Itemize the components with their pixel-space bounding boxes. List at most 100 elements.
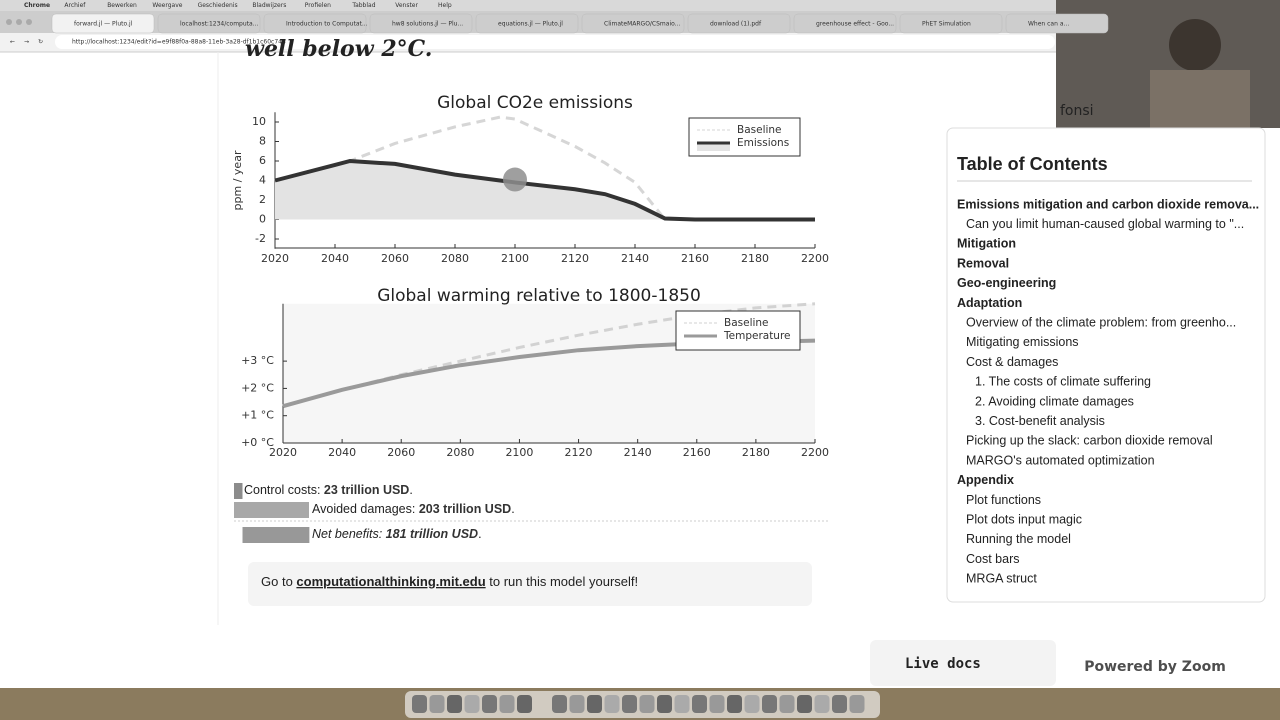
dock-icon[interactable] bbox=[814, 695, 830, 713]
toc-item[interactable]: 3. Cost-benefit analysis bbox=[975, 414, 1105, 428]
dock-icon[interactable] bbox=[587, 695, 602, 713]
toc-item[interactable]: Removal bbox=[957, 256, 1009, 270]
tab-title[interactable]: When can a... bbox=[1028, 21, 1069, 28]
toc-item[interactable]: Cost & damages bbox=[966, 355, 1058, 369]
tab[interactable] bbox=[263, 13, 367, 34]
url-text[interactable]: http://localhost:1234/edit?id=e9f88f0a-8… bbox=[72, 39, 286, 46]
toc-item[interactable]: Geo-engineering bbox=[957, 276, 1056, 290]
y-tick-label: 0 bbox=[259, 213, 266, 226]
toc-item[interactable]: Mitigation bbox=[957, 237, 1016, 251]
toc-item[interactable]: Emissions mitigation and carbon dioxide … bbox=[957, 197, 1259, 211]
toc-item[interactable]: Appendix bbox=[957, 473, 1014, 487]
tab[interactable] bbox=[793, 13, 897, 34]
menu-item[interactable]: Geschiedenis bbox=[198, 2, 238, 9]
tab-title[interactable]: forward.jl — Pluto.jl bbox=[74, 21, 133, 28]
menu-item[interactable]: Bewerken bbox=[107, 2, 137, 9]
tab-title[interactable]: ClimateMARGO/CSmaio... bbox=[604, 21, 680, 28]
dock-icon[interactable] bbox=[657, 695, 672, 713]
tab-title[interactable]: greenhouse effect - Goo... bbox=[816, 21, 894, 28]
x-tick-label: 2160 bbox=[683, 446, 711, 459]
toc-item[interactable]: MARGO's automated optimization bbox=[966, 453, 1155, 467]
tab-title[interactable]: download (1).pdf bbox=[710, 21, 762, 28]
window-button[interactable] bbox=[16, 19, 22, 25]
menu-item[interactable]: Venster bbox=[395, 2, 418, 9]
url-field[interactable] bbox=[55, 35, 1055, 49]
tab[interactable] bbox=[899, 13, 1003, 34]
dock-icon[interactable] bbox=[779, 695, 795, 713]
menu-item[interactable]: Help bbox=[438, 2, 452, 9]
tab[interactable] bbox=[687, 13, 791, 34]
tab[interactable] bbox=[475, 13, 579, 34]
cost-value: 203 trillion USD bbox=[419, 502, 511, 516]
toc-item[interactable]: Plot dots input magic bbox=[966, 512, 1082, 526]
x-tick-label: 2060 bbox=[387, 446, 415, 459]
dock-icon[interactable] bbox=[482, 695, 497, 713]
dock-icon[interactable] bbox=[797, 695, 812, 713]
dock-icon[interactable] bbox=[447, 695, 462, 713]
toc-item[interactable]: Cost bars bbox=[966, 552, 1020, 566]
toc-item[interactable]: Mitigating emissions bbox=[966, 335, 1079, 349]
participant-name: fonsi bbox=[1060, 103, 1094, 119]
live-docs-panel[interactable] bbox=[870, 640, 1056, 686]
toc-item[interactable]: Running the model bbox=[966, 532, 1071, 546]
menu-item[interactable]: Chrome bbox=[24, 2, 50, 9]
tab[interactable] bbox=[369, 13, 473, 34]
toc-item[interactable]: Adaptation bbox=[957, 296, 1022, 310]
toc-item[interactable]: Overview of the climate problem: from gr… bbox=[966, 315, 1236, 329]
x-tick-label: 2100 bbox=[501, 252, 529, 265]
tab[interactable] bbox=[157, 13, 261, 34]
menu-item[interactable]: Bladwijzers bbox=[252, 2, 286, 9]
dock-icon[interactable] bbox=[569, 695, 585, 713]
dock-icon[interactable] bbox=[639, 695, 655, 713]
dock-icon[interactable] bbox=[674, 695, 690, 713]
toc-item[interactable]: 1. The costs of climate suffering bbox=[975, 375, 1151, 389]
tab[interactable] bbox=[581, 13, 685, 34]
cost-end: . bbox=[511, 502, 514, 516]
cost-end: . bbox=[478, 527, 481, 541]
dock-icon[interactable] bbox=[709, 695, 725, 713]
toc-item[interactable]: MRGA struct bbox=[966, 572, 1037, 586]
y-tick-label: 10 bbox=[252, 115, 266, 128]
toc-item[interactable]: Picking up the slack: carbon dioxide rem… bbox=[966, 434, 1213, 448]
tab-title[interactable]: hw8 solutions.jl — Plu... bbox=[392, 21, 463, 28]
dock-icon[interactable] bbox=[692, 695, 707, 713]
back-button[interactable]: ← bbox=[10, 39, 15, 46]
dock-icon[interactable] bbox=[499, 695, 515, 713]
dock-icon[interactable] bbox=[727, 695, 742, 713]
dock-icon[interactable] bbox=[412, 695, 427, 713]
dock-icon[interactable] bbox=[849, 695, 865, 713]
dock-icon[interactable] bbox=[517, 695, 532, 713]
cost-label: Avoided damages: 203 trillion USD. bbox=[312, 502, 515, 516]
menu-item[interactable]: Weergave bbox=[152, 2, 182, 9]
menu-item[interactable]: Tabblad bbox=[351, 2, 375, 9]
menu-item[interactable]: Archief bbox=[64, 2, 86, 9]
x-tick-label: 2180 bbox=[742, 446, 770, 459]
toc-item[interactable]: Plot functions bbox=[966, 493, 1041, 507]
dock-icon[interactable] bbox=[552, 695, 567, 713]
reload-button[interactable]: ↻ bbox=[38, 39, 43, 46]
toc-panel bbox=[946, 127, 1266, 603]
forward-button[interactable]: → bbox=[24, 39, 29, 46]
dock-icon[interactable] bbox=[832, 695, 847, 713]
dock-icon[interactable] bbox=[429, 695, 445, 713]
tab-title[interactable]: equations.jl — Pluto.jl bbox=[498, 21, 563, 28]
menu-item[interactable]: Profielen bbox=[305, 2, 331, 9]
y-tick-label: 8 bbox=[259, 135, 266, 148]
tab-title[interactable]: localhost:1234/computa... bbox=[180, 21, 259, 28]
tab[interactable] bbox=[1005, 13, 1109, 34]
dock-icon[interactable] bbox=[464, 695, 480, 713]
control-handle[interactable] bbox=[503, 167, 527, 192]
tab-title[interactable]: PhET Simulation bbox=[922, 21, 971, 28]
dock-icon[interactable] bbox=[744, 695, 760, 713]
toc-item[interactable]: 2. Avoiding climate damages bbox=[975, 394, 1134, 408]
dock-icon[interactable] bbox=[604, 695, 620, 713]
window-button[interactable] bbox=[26, 19, 32, 25]
dock-icon[interactable] bbox=[762, 695, 777, 713]
dock-icon[interactable] bbox=[622, 695, 637, 713]
toc-item[interactable]: Can you limit human-caused global warmin… bbox=[966, 217, 1244, 231]
window-button[interactable] bbox=[6, 19, 12, 25]
live-docs[interactable]: Live docs bbox=[905, 656, 981, 672]
tab-title[interactable]: Introduction to Computat... bbox=[286, 21, 368, 28]
tab[interactable] bbox=[51, 13, 155, 34]
cta-link[interactable]: computationalthinking.mit.edu bbox=[296, 574, 485, 589]
